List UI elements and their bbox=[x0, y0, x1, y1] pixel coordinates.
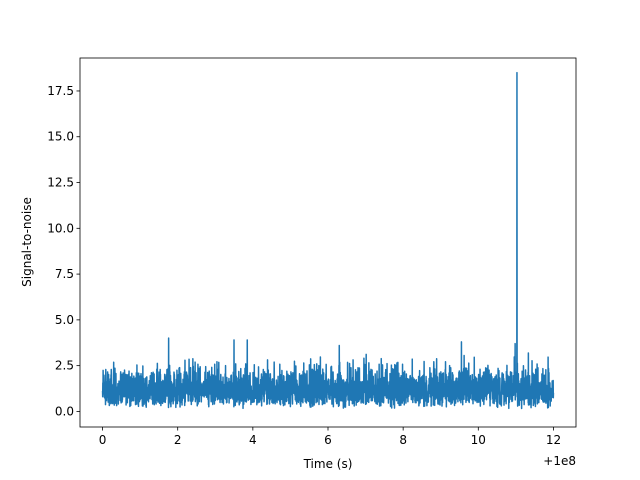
y-tick-label: 15.0 bbox=[47, 130, 74, 144]
series-layer bbox=[101, 71, 555, 410]
x-tick-label: 12 bbox=[546, 433, 561, 447]
x-tick-label: 4 bbox=[249, 433, 257, 447]
series-line bbox=[101, 71, 555, 410]
x-tick-label: 0 bbox=[99, 433, 107, 447]
x-tick-label: 8 bbox=[399, 433, 407, 447]
axes: 0 2 4 6 8 10 12 0.0 2.5 5.0 7.5 10.0 12.5 15.0 17.5 bbox=[47, 57, 577, 447]
y-tick-label: 10.0 bbox=[47, 221, 74, 235]
y-axis-label: Signal-to-noise bbox=[20, 197, 34, 287]
y-tick-label: 12.5 bbox=[47, 176, 74, 190]
y-tick-label: 5.0 bbox=[55, 313, 74, 327]
y-tick-label: 2.5 bbox=[55, 359, 74, 373]
y-tick-label: 0.0 bbox=[55, 404, 74, 418]
x-axis-label: Time (s) bbox=[303, 457, 353, 471]
x-tick-label: 2 bbox=[174, 433, 182, 447]
x-tick-label: 10 bbox=[471, 433, 486, 447]
x-axis-offset-label: +1e8 bbox=[543, 454, 576, 468]
y-tick-label: 17.5 bbox=[47, 84, 74, 98]
y-tick-label: 7.5 bbox=[55, 267, 74, 281]
x-tick-label: 6 bbox=[324, 433, 332, 447]
